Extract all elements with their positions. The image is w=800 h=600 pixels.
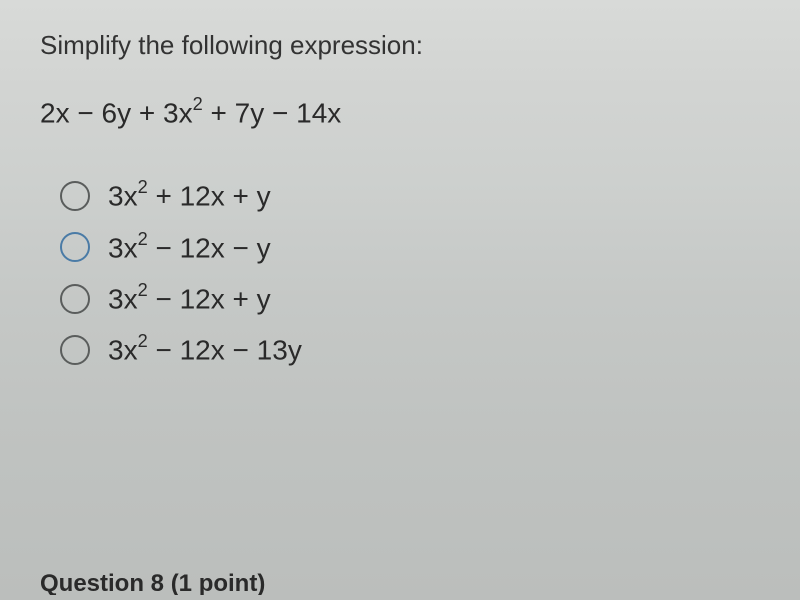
option-exponent: 2 [138,177,148,197]
option-rest: − 12x − y [148,232,271,263]
option-base: 3x [108,232,138,263]
option-exponent: 2 [138,280,148,300]
option-text: 3x2 − 12x − y [108,231,271,264]
radio-option-2[interactable] [60,232,90,262]
operator: + [131,97,163,128]
option-row: 3x2 + 12x + y [60,179,760,212]
option-rest: + 12x + y [148,181,271,212]
term: 14x [296,97,341,128]
option-exponent: 2 [138,229,148,249]
next-question-cutoff: Question 8 (1 point) [40,570,265,595]
question-expression: 2x − 6y + 3x2 + 7y − 14x [40,96,760,129]
option-text: 3x2 − 12x + y [108,282,271,315]
option-text: 3x2 − 12x − 13y [108,333,302,366]
option-rest: − 12x + y [148,283,271,314]
term: 3x [163,97,193,128]
option-base: 3x [108,181,138,212]
option-row: 3x2 − 12x − y [60,231,760,264]
term: 6y [102,97,132,128]
option-exponent: 2 [138,331,148,351]
option-rest: − 12x − 13y [148,335,302,366]
question-prompt: Simplify the following expression: [40,30,760,61]
radio-option-3[interactable] [60,284,90,314]
options-container: 3x2 + 12x + y 3x2 − 12x − y 3x2 − 12x + … [60,179,760,366]
option-row: 3x2 − 12x + y [60,282,760,315]
option-row: 3x2 − 12x − 13y [60,333,760,366]
term: 7y [235,97,265,128]
operator: − [70,97,102,128]
option-base: 3x [108,283,138,314]
option-text: 3x2 + 12x + y [108,179,271,212]
operator: + [203,97,235,128]
term: 2x [40,97,70,128]
exponent: 2 [193,94,203,114]
radio-option-1[interactable] [60,181,90,211]
option-base: 3x [108,335,138,366]
operator: − [264,97,296,128]
radio-option-4[interactable] [60,335,90,365]
